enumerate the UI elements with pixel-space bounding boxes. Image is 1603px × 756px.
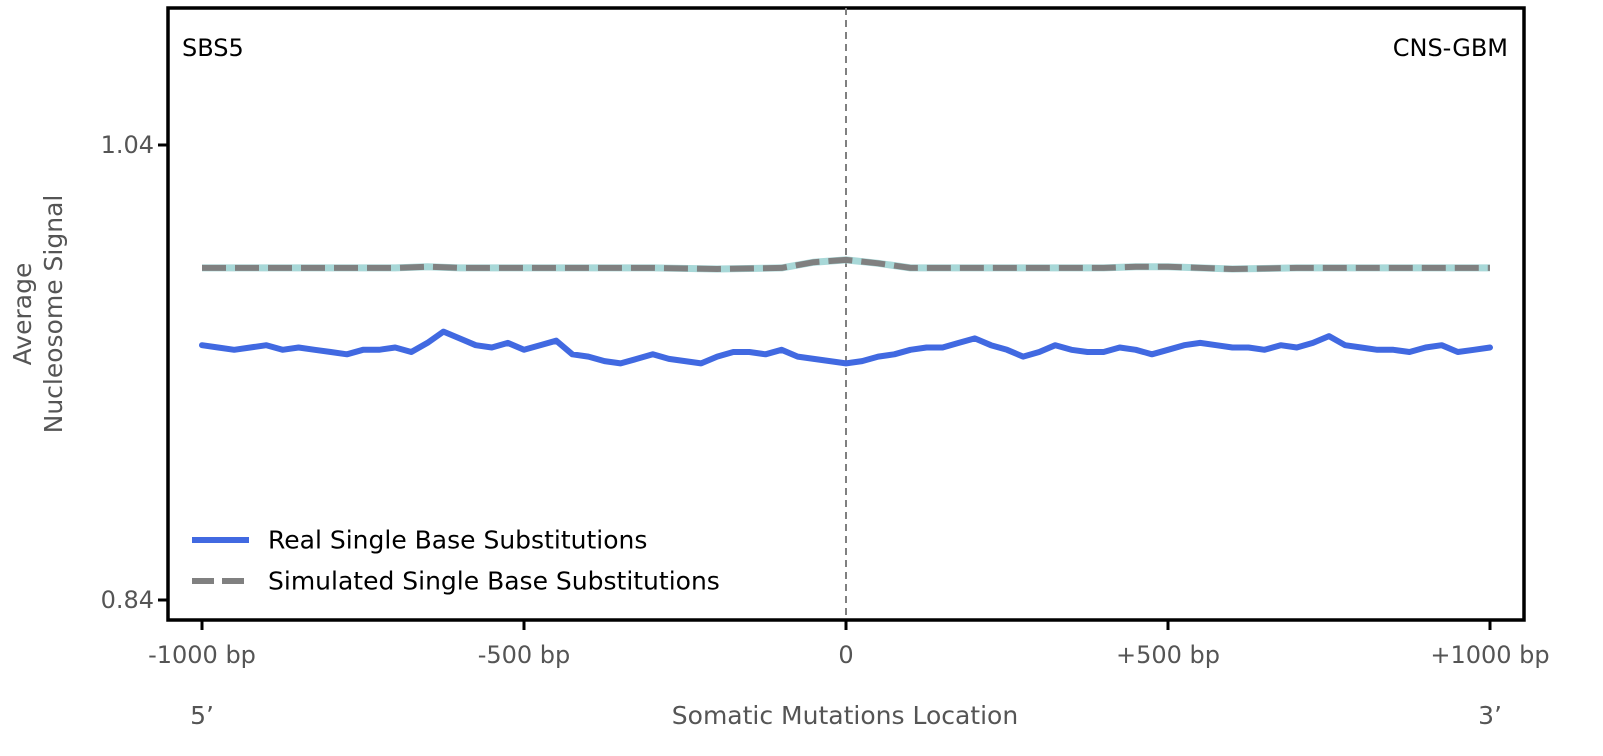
y-tick-label: 0.84	[101, 586, 154, 614]
x-tick-label: +500 bp	[1116, 641, 1220, 669]
x-axis: -1000 bp -500 bp 0 +500 bp +1000 bp	[148, 620, 1550, 669]
five-prime-label: 5’	[190, 701, 214, 730]
legend-label-real: Real Single Base Substitutions	[268, 526, 647, 555]
y-axis: 1.04 0.84	[101, 131, 168, 614]
y-axis-title-line-2: Nucleosome Signal	[39, 195, 68, 434]
x-tick-label: +1000 bp	[1430, 641, 1549, 669]
legend: Real Single Base Substitutions Simulated…	[192, 526, 720, 596]
x-tick-label: -1000 bp	[148, 641, 256, 669]
legend-label-simulated: Simulated Single Base Substitutions	[268, 567, 720, 596]
y-tick-label: 1.04	[101, 131, 154, 159]
x-axis-title: Somatic Mutations Location	[672, 701, 1018, 730]
simulated-series-line	[202, 256, 1490, 272]
signature-label: SBS5	[182, 34, 244, 62]
x-tick-label: 0	[838, 641, 853, 669]
x-tick-label: -500 bp	[478, 641, 571, 669]
real-series-line	[199, 328, 1493, 367]
y-axis-title-line-1: Average	[8, 263, 37, 366]
three-prime-label: 3’	[1478, 701, 1502, 730]
tissue-label: CNS-GBM	[1393, 34, 1508, 62]
